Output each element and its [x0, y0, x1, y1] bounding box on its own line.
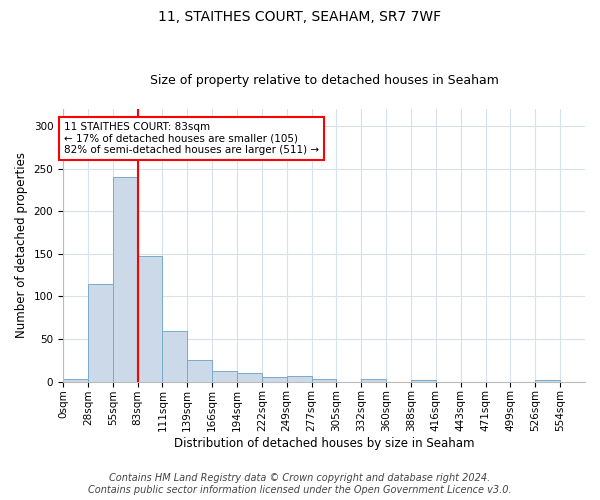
- Bar: [137, 256, 163, 382]
- Y-axis label: Number of detached properties: Number of detached properties: [15, 152, 28, 338]
- Bar: [163, 330, 187, 382]
- Bar: [113, 177, 137, 382]
- Bar: [287, 376, 311, 382]
- Bar: [187, 360, 212, 382]
- Bar: [535, 380, 560, 382]
- Bar: [63, 379, 88, 382]
- Bar: [262, 378, 287, 382]
- Bar: [361, 379, 386, 382]
- Text: Contains HM Land Registry data © Crown copyright and database right 2024.
Contai: Contains HM Land Registry data © Crown c…: [88, 474, 512, 495]
- Bar: [411, 380, 436, 382]
- Bar: [88, 284, 113, 382]
- Text: 11 STAITHES COURT: 83sqm
← 17% of detached houses are smaller (105)
82% of semi-: 11 STAITHES COURT: 83sqm ← 17% of detach…: [64, 122, 319, 155]
- Bar: [237, 373, 262, 382]
- Bar: [212, 370, 237, 382]
- Bar: [311, 379, 337, 382]
- Text: 11, STAITHES COURT, SEAHAM, SR7 7WF: 11, STAITHES COURT, SEAHAM, SR7 7WF: [158, 10, 442, 24]
- Title: Size of property relative to detached houses in Seaham: Size of property relative to detached ho…: [149, 74, 499, 87]
- X-axis label: Distribution of detached houses by size in Seaham: Distribution of detached houses by size …: [174, 437, 474, 450]
